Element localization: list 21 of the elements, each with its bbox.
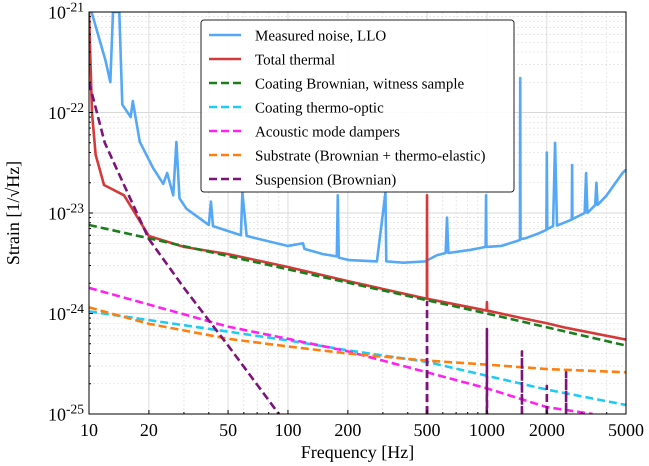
legend-label: Substrate (Brownian + thermo-elastic) [255, 148, 486, 164]
legend-label: Coating thermo-optic [255, 100, 384, 116]
y-tick-label: 10$^{-23}$ [48, 200, 84, 224]
x-tick-label: 50 [219, 420, 238, 440]
legend-label: Measured noise, LLO [255, 28, 386, 44]
y-tick-label: 10$^{-21}$ [48, 0, 84, 22]
y-tick-label: 10$^{-24}$ [48, 300, 84, 324]
x-tick-label: 1000 [468, 420, 505, 440]
x-tick-label: 100 [274, 420, 302, 440]
legend-label: Acoustic mode dampers [255, 124, 400, 140]
y-axis-title: Strain [1/√Hz] [3, 160, 23, 266]
x-tick-label: 200 [334, 420, 362, 440]
legend-label: Coating Brownian, witness sample [255, 76, 464, 92]
legend-label: Suspension (Brownian) [255, 172, 396, 188]
x-tick-label: 20 [140, 420, 158, 440]
x-tick-label: 2000 [528, 420, 565, 440]
x-tick-label: 5000 [608, 420, 644, 440]
x-tick-label: 500 [414, 420, 441, 440]
legend-label: Total thermal [255, 52, 336, 68]
x-axis-title: Frequency [Hz] [300, 442, 414, 462]
y-tick-label: 10$^{-22}$ [48, 99, 84, 123]
